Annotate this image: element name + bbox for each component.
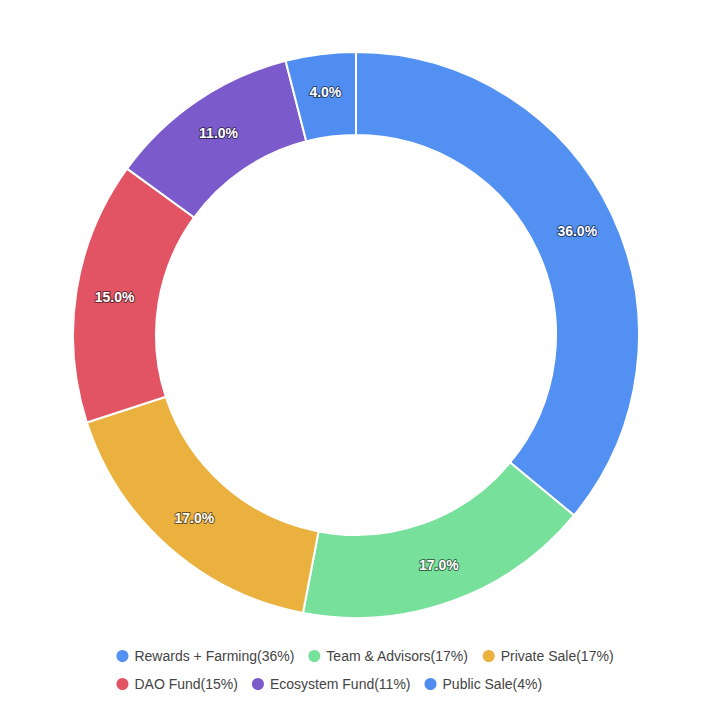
svg-text:17.0%: 17.0% (174, 510, 214, 526)
svg-text:36.0%: 36.0% (557, 223, 597, 239)
svg-text:15.0%: 15.0% (95, 289, 135, 305)
svg-text:17.0%: 17.0% (419, 557, 459, 573)
svg-text:Private Sale(17%): Private Sale(17%) (501, 648, 614, 664)
svg-text:Ecosystem Fund(11%): Ecosystem Fund(11%) (270, 676, 411, 692)
svg-text:Team & Advisors(17%): Team & Advisors(17%) (326, 648, 468, 664)
svg-text:DAO Fund(15%): DAO Fund(15%) (134, 676, 237, 692)
svg-text:4.0%: 4.0% (309, 84, 341, 100)
svg-text:11.0%: 11.0% (199, 125, 238, 141)
svg-text:Rewards + Farming(36%): Rewards + Farming(36%) (134, 648, 294, 664)
svg-text:Public Sale(4%): Public Sale(4%) (443, 676, 543, 692)
